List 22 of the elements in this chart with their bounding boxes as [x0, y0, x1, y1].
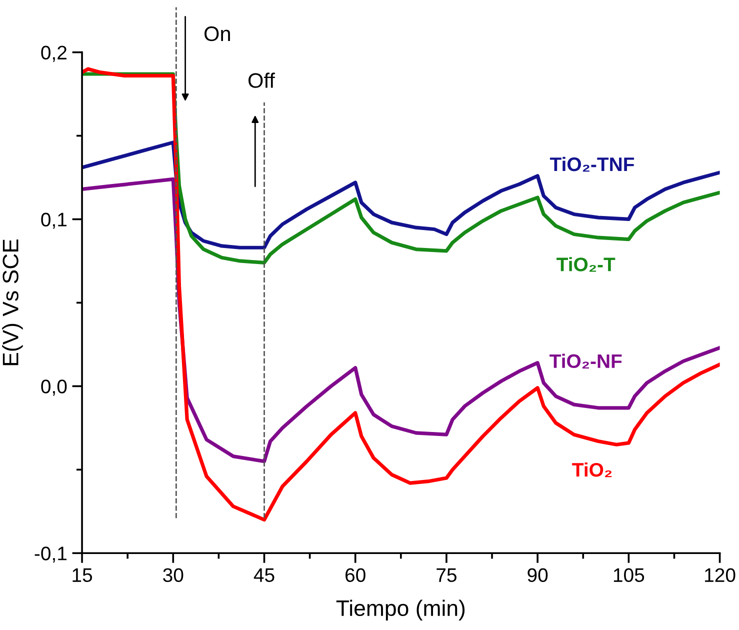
- x-tick-label: 30: [163, 568, 184, 582]
- y-axis-title: E(V) Vs SCE: [2, 239, 23, 366]
- y-tick-label: 0,2: [41, 46, 66, 62]
- x-tick-label: 60: [346, 568, 366, 582]
- ref-line-label: Off: [248, 72, 275, 88]
- x-tick-label: 15: [72, 568, 92, 582]
- x-axis-title: Tiempo (min): [336, 600, 465, 620]
- x-tick-label: 75: [436, 568, 456, 582]
- series-label: TiO₂: [572, 462, 612, 478]
- x-tick-label: 45: [254, 568, 274, 582]
- y-tick-label: 0,0: [41, 380, 67, 396]
- series-label: TiO₂-NF: [550, 354, 622, 368]
- x-tick-label: 90: [528, 568, 548, 582]
- x-tick-label: 120: [705, 568, 736, 582]
- y-tick-label: -0,1: [34, 546, 66, 563]
- ref-line-label: On: [204, 26, 230, 42]
- line-series: [82, 67, 720, 522]
- x-tick-label: 105: [614, 568, 644, 582]
- series-label: TiO₂-T: [556, 257, 616, 272]
- y-tick-label: 0,1: [41, 212, 66, 229]
- series-label: TiO₂-TNF: [550, 156, 634, 172]
- line-series: [82, 140, 720, 250]
